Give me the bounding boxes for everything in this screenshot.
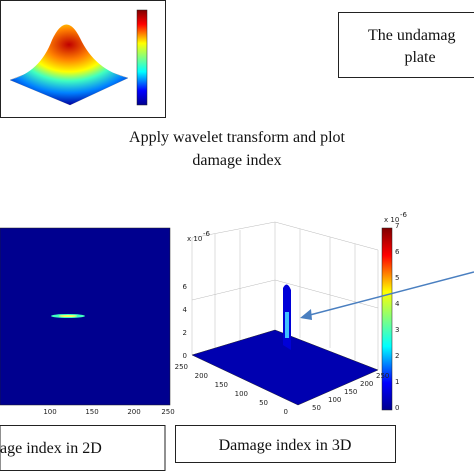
- arrow: [305, 271, 474, 317]
- undamaged-box: [338, 12, 474, 78]
- x-tick-label: 100: [328, 396, 341, 404]
- colorbar-tick-label: 6: [395, 248, 400, 256]
- caption: Apply wavelet transform and plot: [129, 129, 346, 146]
- colorbar-tick-label: 1: [395, 378, 399, 386]
- cb-scale-exp: -6: [400, 211, 408, 219]
- y-tick-label: 50: [259, 399, 268, 407]
- y-tick-label: 200: [195, 372, 208, 380]
- damage-streak: [59, 315, 77, 317]
- arrow-head: [300, 309, 312, 320]
- spike-highlight: [285, 312, 289, 338]
- x-tick-label: 200: [360, 380, 373, 388]
- box-text: The undamag: [368, 27, 456, 44]
- y-tick-label: 100: [235, 390, 248, 398]
- colorbar: [381, 227, 393, 411]
- thumbnail-surface: [10, 24, 128, 105]
- x-tick-label: 250: [376, 372, 389, 380]
- thumbnail-colorbar: [136, 9, 148, 106]
- z-scale: x 10: [187, 235, 202, 243]
- z-tick-label: 0: [183, 352, 187, 360]
- label-3d: Damage index in 3D: [219, 437, 352, 454]
- y-tick-label: 0: [284, 408, 288, 416]
- x-tick-label: 50: [312, 404, 321, 412]
- colorbar-tick-label: 3: [395, 326, 399, 334]
- colorbar-tick-label: 0: [395, 404, 399, 412]
- plot-2d: [0, 227, 171, 406]
- colorbar-tick-label: 7: [395, 222, 399, 230]
- label-box-3d: [175, 425, 396, 463]
- colorbar-tick-label: 2: [395, 352, 399, 360]
- x-tick-label: 200: [127, 408, 140, 416]
- z-tick-label: 4: [183, 306, 188, 314]
- z-tick-label: 6: [183, 283, 188, 291]
- thumbnail-frame: [0, 0, 166, 118]
- floor-3d: [191, 329, 379, 406]
- label-2d: age index in 2D: [0, 440, 102, 457]
- x-tick-label: 150: [85, 408, 98, 416]
- z-tick-label: 2: [183, 329, 187, 337]
- x-tick-label: 250: [161, 408, 174, 416]
- label-box-2d: [0, 425, 166, 471]
- caption: damage index: [192, 152, 281, 169]
- colorbar-tick-label: 4: [395, 300, 400, 308]
- z-scale-exp: -6: [203, 230, 211, 238]
- x-tick-label: 100: [43, 408, 56, 416]
- y-tick-label: 250: [175, 363, 188, 371]
- box-text: plate: [404, 49, 435, 66]
- colorbar-tick-label: 5: [395, 274, 399, 282]
- y-tick-label: 150: [215, 381, 228, 389]
- x-tick-label: 150: [344, 388, 357, 396]
- cb-scale: x 10: [384, 216, 399, 224]
